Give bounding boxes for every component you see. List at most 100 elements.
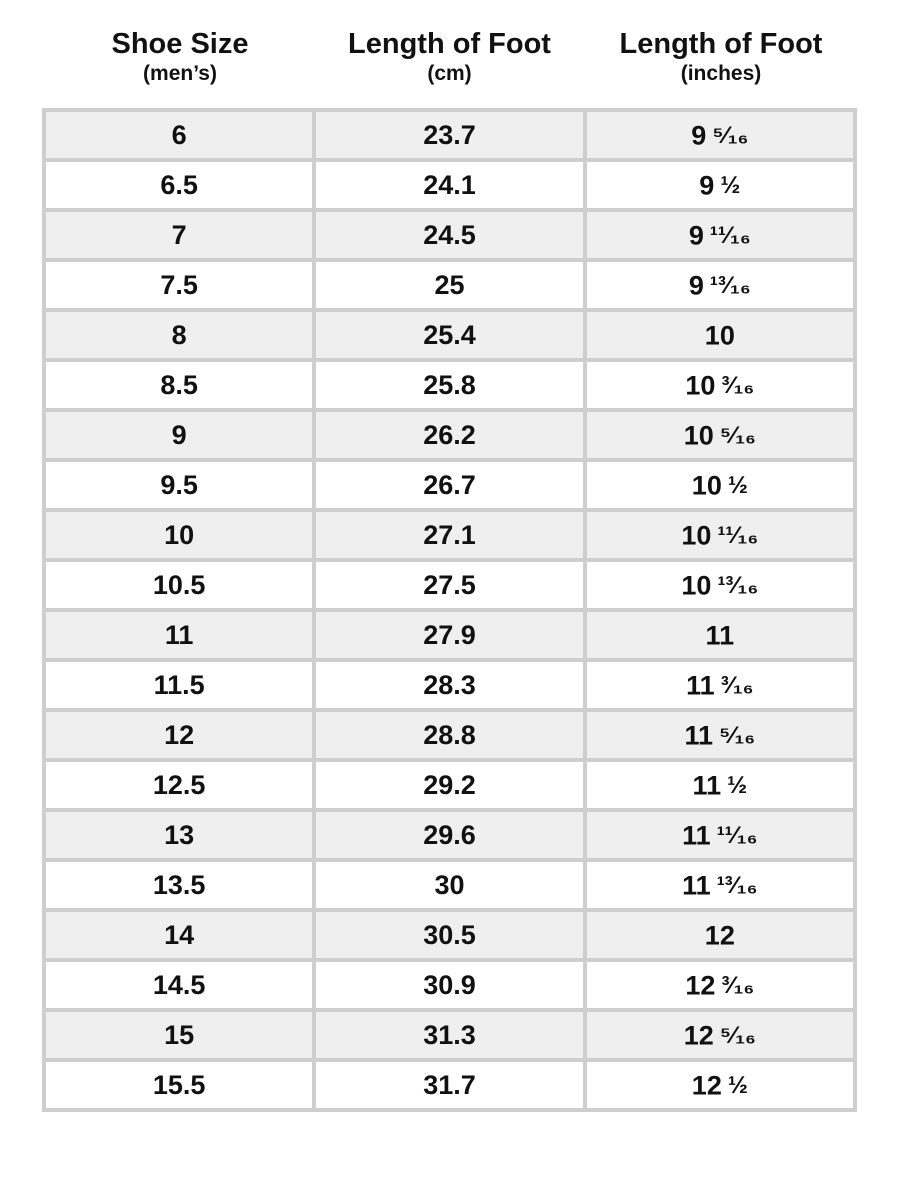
- table-row: 7 24.5 9 ¹¹⁄₁₆: [41, 208, 858, 262]
- inches-fraction: ½: [720, 171, 741, 199]
- header-title: Length of Foot: [619, 28, 823, 60]
- inches-fraction: ³⁄₁₆: [720, 671, 754, 699]
- shoe-size-cell: 9.5: [41, 458, 317, 512]
- length-cm-cell: 30: [312, 858, 587, 912]
- inches-whole: 9: [699, 170, 715, 201]
- table-row: 11.5 28.3 11 ³⁄₁₆: [41, 658, 858, 712]
- shoe-size-cell: 13.5: [41, 858, 317, 912]
- inches-fraction: ³⁄₁₆: [721, 971, 755, 999]
- inches-whole: 9: [688, 220, 704, 251]
- length-inches-cell: 11: [582, 608, 858, 662]
- header-title: Shoe Size: [111, 28, 249, 60]
- length-cm-cell: 28.3: [312, 658, 587, 712]
- length-inches-cell: 12 ½: [582, 1058, 858, 1112]
- header-subtitle: (men’s): [143, 62, 217, 85]
- length-cm-cell: 31.7: [312, 1058, 587, 1112]
- length-inches-cell: 10 ¹¹⁄₁₆: [582, 508, 858, 562]
- inches-whole: 12: [691, 1070, 722, 1101]
- table-row: 6 23.7 9 ⁵⁄₁₆: [41, 108, 858, 162]
- length-inches-cell: 10 ½: [582, 458, 858, 512]
- inches-whole: 11: [682, 870, 711, 901]
- length-cm-cell: 27.1: [312, 508, 587, 562]
- length-cm-cell: 30.9: [312, 958, 587, 1012]
- shoe-size-cell: 8.5: [41, 358, 317, 412]
- inches-whole: 9: [688, 270, 704, 301]
- length-inches-cell: 12 ⁵⁄₁₆: [582, 1008, 858, 1062]
- length-inches-cell: 11 ½: [582, 758, 858, 812]
- table-row: 15.5 31.7 12 ½: [41, 1058, 858, 1112]
- length-inches-cell: 10 ³⁄₁₆: [582, 358, 858, 412]
- inches-whole: 10: [691, 470, 722, 501]
- shoe-size-cell: 10.5: [41, 558, 317, 612]
- inches-whole: 10: [683, 420, 714, 451]
- shoe-size-cell: 12.5: [41, 758, 317, 812]
- table-row: 15 31.3 12 ⁵⁄₁₆: [41, 1008, 858, 1062]
- table-row: 9.5 26.7 10 ½: [41, 458, 858, 512]
- length-cm-cell: 24.1: [312, 158, 587, 212]
- inches-fraction: ³⁄₁₆: [721, 371, 755, 399]
- table-row: 11 27.9 11: [41, 608, 858, 662]
- length-cm-cell: 31.3: [312, 1008, 587, 1062]
- size-chart-table: 6 23.7 9 ⁵⁄₁₆ 6.5 24.1 9 ½ 7 24.5 9 ¹¹⁄₁₆ 7.5 25 9 ¹³⁄₁…: [41, 108, 858, 1112]
- inches-whole: 12: [685, 970, 716, 1001]
- header-shoe-size: Shoe Size (men’s): [42, 26, 318, 86]
- length-inches-cell: 12 ³⁄₁₆: [582, 958, 858, 1012]
- inches-whole: 10: [681, 520, 712, 551]
- table-row: 12.5 29.2 11 ½: [41, 758, 858, 812]
- length-inches-cell: 11 ³⁄₁₆: [582, 658, 858, 712]
- shoe-size-cell: 6.5: [41, 158, 317, 212]
- header-length-cm: Length of Foot (cm): [314, 26, 585, 86]
- inches-whole: 11: [705, 620, 735, 651]
- length-cm-cell: 30.5: [312, 908, 587, 962]
- table-row: 14.5 30.9 12 ³⁄₁₆: [41, 958, 858, 1012]
- length-inches-cell: 11 ¹¹⁄₁₆: [582, 808, 858, 862]
- shoe-size-cell: 14.5: [41, 958, 317, 1012]
- inches-fraction: ⁵⁄₁₆: [719, 721, 756, 749]
- length-inches-cell: 10 ¹³⁄₁₆: [582, 558, 858, 612]
- inches-whole: 11: [686, 670, 715, 701]
- inches-fraction: ⁵⁄₁₆: [719, 1021, 756, 1049]
- length-inches-cell: 12: [582, 908, 858, 962]
- length-cm-cell: 25.4: [312, 308, 587, 362]
- length-cm-cell: 23.7: [312, 108, 587, 162]
- inches-fraction: ¹³⁄₁₆: [716, 871, 758, 899]
- header-subtitle: (cm): [427, 62, 472, 85]
- header-title: Length of Foot: [348, 28, 551, 60]
- table-row: 12 28.8 11 ⁵⁄₁₆: [41, 708, 858, 762]
- table-row: 13.5 30 11 ¹³⁄₁₆: [41, 858, 858, 912]
- length-inches-cell: 10 ⁵⁄₁₆: [582, 408, 858, 462]
- shoe-size-cell: 12: [41, 708, 317, 762]
- shoe-size-cell: 7: [41, 208, 317, 262]
- table-row: 9 26.2 10 ⁵⁄₁₆: [41, 408, 858, 462]
- inches-fraction: ⁵⁄₁₆: [719, 421, 756, 449]
- shoe-size-cell: 15.5: [41, 1058, 317, 1112]
- length-inches-cell: 9 ¹¹⁄₁₆: [582, 208, 858, 262]
- inches-fraction: ½: [727, 771, 748, 799]
- length-inches-cell: 9 ⁵⁄₁₆: [582, 108, 858, 162]
- shoe-size-cell: 9: [41, 408, 317, 462]
- table-row: 7.5 25 9 ¹³⁄₁₆: [41, 258, 858, 312]
- shoe-size-cell: 10: [41, 508, 317, 562]
- length-inches-cell: 9 ¹³⁄₁₆: [582, 258, 858, 312]
- inches-whole: 11: [682, 820, 711, 851]
- length-cm-cell: 29.6: [312, 808, 587, 862]
- inches-whole: 10: [685, 370, 716, 401]
- inches-fraction: ¹¹⁄₁₆: [716, 821, 758, 849]
- shoe-size-cell: 8: [41, 308, 317, 362]
- header-length-inches: Length of Foot (inches): [585, 26, 857, 86]
- inches-whole: 10: [681, 570, 712, 601]
- inches-whole: 9: [691, 120, 707, 151]
- shoe-size-cell: 14: [41, 908, 317, 962]
- table-row: 10 27.1 10 ¹¹⁄₁₆: [41, 508, 858, 562]
- shoe-size-cell: 13: [41, 808, 317, 862]
- length-cm-cell: 24.5: [312, 208, 587, 262]
- shoe-size-cell: 11: [41, 608, 317, 662]
- length-cm-cell: 27.5: [312, 558, 587, 612]
- length-cm-cell: 26.7: [312, 458, 587, 512]
- inches-fraction: ¹³⁄₁₆: [709, 271, 751, 299]
- length-inches-cell: 11 ⁵⁄₁₆: [582, 708, 858, 762]
- table-row: 10.5 27.5 10 ¹³⁄₁₆: [41, 558, 858, 612]
- length-cm-cell: 27.9: [312, 608, 587, 662]
- inches-fraction: ⁵⁄₁₆: [712, 121, 749, 149]
